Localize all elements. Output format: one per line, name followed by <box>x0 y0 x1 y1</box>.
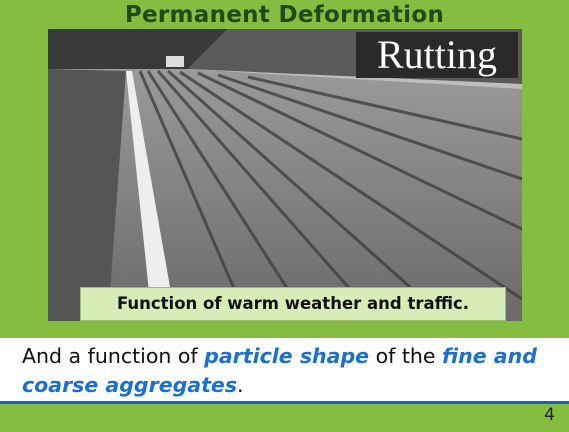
body-segment: of the <box>369 344 442 368</box>
body-segment: And a function of <box>22 344 204 368</box>
photo-label: Rutting <box>356 32 518 78</box>
body-emphasis: particle shape <box>204 344 369 368</box>
page-number: 4 <box>544 405 555 425</box>
slide: Permanent Deformation Rutting Function o… <box>0 0 569 432</box>
body-text: And a function of particle shape of the … <box>22 342 552 400</box>
slide-title: Permanent Deformation <box>0 2 569 28</box>
body-segment: . <box>237 373 244 397</box>
divider <box>0 401 569 404</box>
photo-caption: Function of warm weather and traffic. <box>80 287 506 321</box>
